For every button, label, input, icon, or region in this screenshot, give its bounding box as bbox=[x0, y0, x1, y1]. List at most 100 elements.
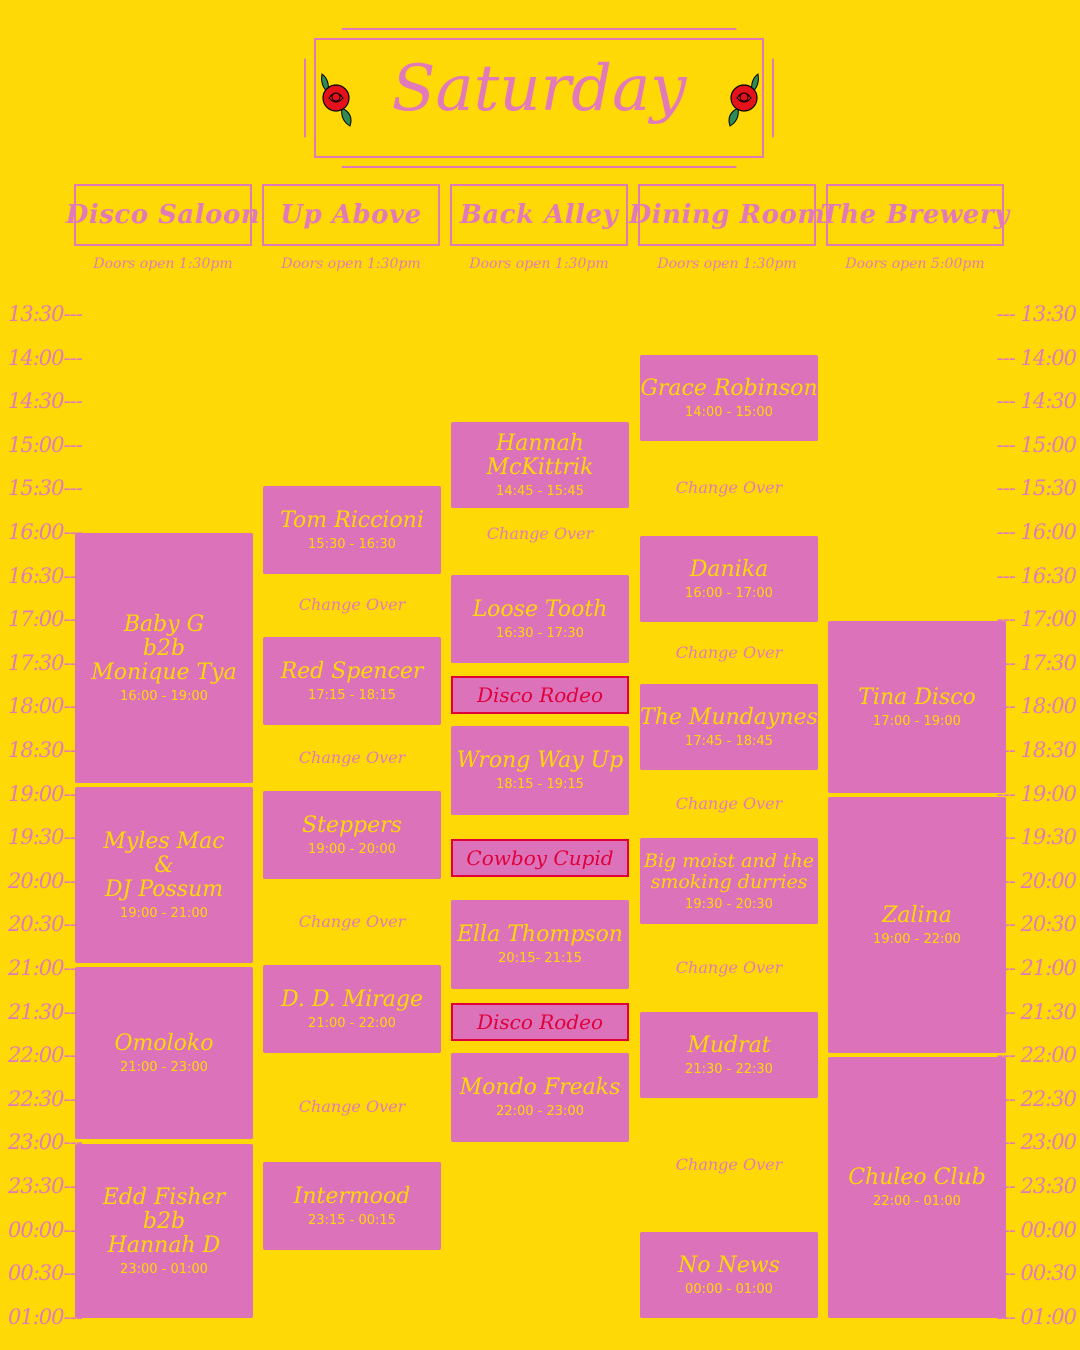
time-tick-right: --- 18:00 bbox=[996, 694, 1077, 718]
page-title: Saturday bbox=[391, 52, 687, 126]
time-tick-left: 23:00--- bbox=[8, 1130, 83, 1154]
time-tick-right: --- 17:00 bbox=[996, 607, 1077, 631]
time-tick-left: 01:00--- bbox=[8, 1305, 83, 1329]
time-tick-right: --- 13:30 bbox=[996, 302, 1077, 326]
set-loose-tooth[interactable]: Loose Tooth 16:30 - 17:30 bbox=[451, 575, 629, 663]
set-time: 15:30 - 16:30 bbox=[308, 536, 396, 552]
artist-name: The Mundaynes bbox=[640, 704, 818, 730]
time-tick-left: 15:30--- bbox=[8, 476, 83, 500]
set-time: 19:00 - 22:00 bbox=[873, 931, 961, 947]
artist-name: Red Spencer bbox=[280, 658, 424, 684]
set-tina-disco[interactable]: Tina Disco 17:00 - 19:00 bbox=[828, 621, 1006, 793]
time-tick-left: 20:30--- bbox=[8, 912, 83, 936]
time-tick-left: 22:00--- bbox=[8, 1043, 83, 1067]
set-dd-mirage[interactable]: D. D. Mirage 21:00 - 22:00 bbox=[263, 965, 441, 1053]
set-myles-mac-dj-possum[interactable]: Myles Mac & DJ Possum 19:00 - 21:00 bbox=[75, 787, 253, 963]
set-time: 19:30 - 20:30 bbox=[685, 896, 773, 912]
set-intermood[interactable]: Intermood 23:15 - 00:15 bbox=[263, 1162, 441, 1250]
doors-up-above: Doors open 1:30pm bbox=[281, 256, 421, 272]
set-time: 18:15 - 19:15 bbox=[496, 777, 584, 792]
set-time: 23:15 - 00:15 bbox=[308, 1212, 396, 1228]
time-tick-right: --- 18:30 bbox=[996, 738, 1077, 762]
set-wrong-way-up[interactable]: Wrong Way Up 18:15 - 19:15 bbox=[451, 726, 629, 815]
change-over-label: Change Over bbox=[675, 794, 783, 813]
rose-icon bbox=[321, 73, 352, 127]
special-disco-rodeo[interactable]: Disco Rodeo bbox=[451, 1003, 629, 1041]
time-tick-left: 18:00--- bbox=[8, 694, 83, 718]
time-tick-left: 21:30--- bbox=[8, 1000, 83, 1024]
time-tick-left: 17:30--- bbox=[8, 651, 83, 675]
artist-name: Loose Tooth bbox=[472, 596, 608, 622]
set-time: 23:00 - 01:00 bbox=[120, 1261, 208, 1277]
artist-name: Wrong Way Up bbox=[456, 748, 624, 773]
time-tick-right: --- 20:00 bbox=[996, 869, 1077, 893]
time-tick-right: --- 00:00 bbox=[996, 1218, 1077, 1242]
change-over-label: Change Over bbox=[675, 958, 783, 977]
artist-name: Grace Robinson bbox=[640, 375, 818, 401]
time-tick-right: --- 01:00 bbox=[996, 1305, 1077, 1329]
artist-name: Edd Fisher b2b Hannah D bbox=[102, 1184, 226, 1258]
set-mudrat[interactable]: Mudrat 21:30 - 22:30 bbox=[640, 1012, 818, 1098]
doors-the-brewery: Doors open 5:00pm bbox=[845, 256, 985, 272]
time-tick-right: --- 23:30 bbox=[996, 1174, 1077, 1198]
set-steppers[interactable]: Steppers 19:00 - 20:00 bbox=[263, 791, 441, 879]
venue-the-brewery: The Brewery bbox=[820, 184, 1009, 246]
set-ella-thompson[interactable]: Ella Thompson 20:15- 21:15 bbox=[451, 900, 629, 989]
venue-dining-room: Dining Room bbox=[629, 184, 825, 246]
set-time: 16:00 - 19:00 bbox=[120, 688, 208, 704]
venue-back-alley: Back Alley bbox=[450, 184, 628, 246]
time-tick-right: --- 19:00 bbox=[996, 782, 1077, 806]
artist-name: Mudrat bbox=[687, 1032, 771, 1058]
set-time: 14:00 - 15:00 bbox=[685, 404, 773, 420]
artist-name: Mondo Freaks bbox=[459, 1075, 621, 1100]
time-tick-left: 16:00--- bbox=[8, 520, 83, 544]
set-grace-robinson[interactable]: Grace Robinson 14:00 - 15:00 bbox=[640, 355, 818, 441]
time-tick-left: 16:30--- bbox=[8, 564, 83, 588]
time-tick-right: --- 19:30 bbox=[996, 825, 1077, 849]
time-tick-right: --- 16:30 bbox=[996, 564, 1077, 588]
set-no-news[interactable]: No News 00:00 - 01:00 bbox=[640, 1232, 818, 1318]
time-tick-left: 00:30--- bbox=[8, 1261, 83, 1285]
title-frame-inner bbox=[314, 38, 764, 158]
time-tick-right: --- 15:30 bbox=[996, 476, 1077, 500]
artist-name: Steppers bbox=[302, 812, 402, 838]
time-tick-left: 15:00--- bbox=[8, 433, 83, 457]
artist-name: Omoloko bbox=[114, 1030, 214, 1056]
set-time: 16:30 - 17:30 bbox=[496, 625, 584, 641]
change-over-label: Change Over bbox=[298, 1097, 406, 1116]
doors-back-alley: Doors open 1:30pm bbox=[469, 256, 609, 272]
set-big-moist-and-the-smoking-durries[interactable]: Big moist and the smoking durries 19:30 … bbox=[640, 838, 818, 924]
artist-name: Intermood bbox=[293, 1183, 411, 1209]
time-tick-left: 14:30--- bbox=[8, 389, 83, 413]
time-tick-right: --- 14:00 bbox=[996, 346, 1077, 370]
set-baby-g-b2b-monique-tya[interactable]: Baby G b2b Monique Tya 16:00 - 19:00 bbox=[75, 533, 253, 783]
change-over-label: Change Over bbox=[298, 595, 406, 614]
time-tick-left: 13:30--- bbox=[8, 302, 83, 326]
set-zalina[interactable]: Zalina 19:00 - 22:00 bbox=[828, 797, 1006, 1053]
change-over-label: Change Over bbox=[675, 478, 783, 497]
change-over-label: Change Over bbox=[675, 1155, 783, 1174]
set-hannah-mckittrik[interactable]: Hannah McKittrik 14:45 - 15:45 bbox=[451, 422, 629, 508]
artist-name: Myles Mac & DJ Possum bbox=[103, 828, 225, 902]
time-tick-left: 17:00--- bbox=[8, 607, 83, 631]
set-tom-riccioni[interactable]: Tom Riccioni 15:30 - 16:30 bbox=[263, 486, 441, 574]
set-danika[interactable]: Danika 16:00 - 17:00 bbox=[640, 536, 818, 622]
time-tick-right: --- 16:00 bbox=[996, 520, 1077, 544]
artist-name: Tom Riccioni bbox=[280, 507, 424, 533]
rose-icon bbox=[728, 73, 759, 127]
set-edd-fisher-b2b-hannah-d[interactable]: Edd Fisher b2b Hannah D 23:00 - 01:00 bbox=[75, 1144, 253, 1318]
set-time: 17:00 - 19:00 bbox=[873, 713, 961, 729]
artist-name: Big moist and the smoking durries bbox=[643, 849, 815, 893]
set-chuleo-club[interactable]: Chuleo Club 22:00 - 01:00 bbox=[828, 1057, 1006, 1318]
set-red-spencer[interactable]: Red Spencer 17:15 - 18:15 bbox=[263, 637, 441, 725]
special-disco-rodeo[interactable]: Disco Rodeo bbox=[451, 676, 629, 714]
special-cowboy-cupid[interactable]: Cowboy Cupid bbox=[451, 839, 629, 877]
time-tick-right: --- 00:30 bbox=[996, 1261, 1077, 1285]
set-the-mundaynes[interactable]: The Mundaynes 17:45 - 18:45 bbox=[640, 684, 818, 770]
time-tick-right: --- 22:30 bbox=[996, 1087, 1077, 1111]
time-tick-left: 14:00--- bbox=[8, 346, 83, 370]
set-mondo-freaks[interactable]: Mondo Freaks 22:00 - 23:00 bbox=[451, 1053, 629, 1142]
set-omoloko[interactable]: Omoloko 21:00 - 23:00 bbox=[75, 967, 253, 1139]
artist-name: Zalina bbox=[882, 902, 952, 928]
change-over-label: Change Over bbox=[675, 643, 783, 662]
